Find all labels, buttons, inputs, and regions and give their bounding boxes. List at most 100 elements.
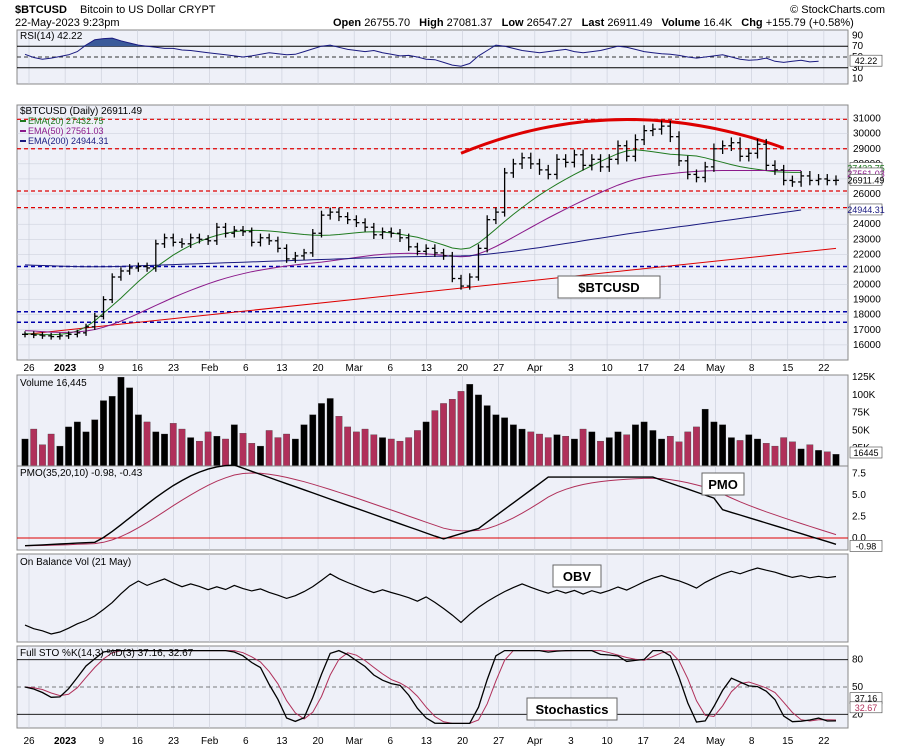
pmo-panel: PMO(35,20,10) -0.98, -0.43 7.5 5.0 2.5 0.0-0…	[16, 464, 883, 552]
volume-bar	[222, 438, 229, 467]
rsi-tick: 30	[852, 63, 864, 74]
volume-bar	[65, 426, 72, 467]
last-price-label: 26911.49	[848, 175, 885, 185]
volume-bar	[230, 424, 238, 467]
x-axis-label: 13	[276, 363, 288, 374]
sto-k-line	[24, 649, 837, 725]
volume-bar	[536, 433, 543, 467]
x-axis-label: Apr	[527, 363, 543, 374]
x-axis-label: 6	[388, 736, 394, 747]
x-axis-label: 27	[493, 363, 505, 374]
volume-tick: 125K	[852, 372, 876, 383]
x-axis-label: Feb	[201, 363, 219, 374]
volume-bar	[414, 430, 421, 467]
x-axis-label: Mar	[346, 736, 364, 747]
pmo-tick: 0.0	[852, 533, 866, 544]
volume-bar	[73, 421, 81, 467]
sto-tick: 50	[852, 682, 864, 693]
volume-bar	[728, 437, 735, 467]
volume-bar	[762, 443, 770, 467]
pmo-annotation: PMO	[708, 477, 738, 492]
ema-line	[24, 209, 802, 268]
obv-annotation-box	[552, 564, 602, 588]
rsi-tick: 10	[852, 74, 864, 85]
volume-bar	[361, 428, 369, 467]
volume-bar	[562, 435, 570, 467]
price-tick: 21000	[853, 264, 881, 275]
volume-bar	[265, 430, 273, 467]
volume-bar	[30, 428, 38, 467]
volume-bar	[326, 398, 334, 467]
x-axis-label: May	[706, 736, 725, 747]
legend-label: EMA(20) 27432.75	[28, 116, 104, 126]
legend-label: EMA(200) 24944.31	[28, 136, 109, 146]
volume-bar	[771, 445, 779, 467]
pmo-last-label: -0.98	[856, 541, 877, 551]
volume-bar	[274, 437, 282, 467]
sto-d-last-label-box	[849, 701, 883, 714]
volume-bar	[457, 391, 465, 467]
volume-bar	[239, 433, 247, 467]
watermark: © StockCharts.com	[790, 4, 885, 16]
volume-bar	[213, 435, 221, 467]
price-tick: 18000	[853, 310, 881, 321]
x-axis-label: 10	[602, 736, 614, 747]
sto-tick: 20	[852, 709, 864, 720]
volume-bar	[710, 421, 718, 467]
volume-tick: 50K	[852, 425, 870, 436]
volume-bar	[108, 396, 116, 467]
volume-bar	[291, 438, 299, 467]
volume-tick: 100K	[852, 390, 876, 401]
volume-bar	[91, 419, 99, 467]
x-axis-label: 8	[749, 363, 755, 374]
volume-bar	[196, 440, 203, 467]
x-axis: 26 2023 9 16 23 Feb 6 13 20 Mar 6 13 20 27 Apr 3 10 17 24 M…	[23, 363, 829, 374]
sto-tick: 80	[852, 655, 864, 666]
x-axis-label: May	[706, 363, 725, 374]
sto-annotation: Stochastics	[536, 702, 609, 717]
volume-bar	[257, 445, 264, 467]
volume-bar	[187, 437, 195, 467]
x-axis-label: 22	[818, 363, 830, 374]
obv-annotation: OBV	[563, 569, 592, 584]
x-axis-label: 17	[638, 363, 650, 374]
symbol-name: Bitcoin to US Dollar CRYPT	[80, 4, 216, 16]
volume-bar	[492, 414, 500, 467]
volume-bar	[318, 403, 325, 467]
volume-bar	[370, 434, 378, 467]
volume-bar	[440, 403, 447, 467]
volume-bar	[693, 426, 700, 467]
volume-bar	[422, 421, 430, 467]
x-axis-label: Apr	[527, 736, 543, 747]
x-axis-label: 6	[243, 736, 249, 747]
price-tick: 30000	[853, 129, 881, 140]
volume-bar	[387, 438, 395, 467]
volume-bar	[832, 454, 840, 467]
volume-bar	[649, 430, 657, 467]
volume-bar	[135, 414, 142, 467]
rsi-panel: RSI(14) 42.22907050301042.22	[16, 29, 883, 85]
sto-title: Full STO %K(14,3) %D(3) 37.16, 32.67	[20, 648, 194, 659]
volume-title: Volume 16,445	[20, 378, 87, 389]
volume-bar	[21, 438, 29, 467]
volume-bar	[353, 431, 360, 467]
price-panel: 3100030000290002800027000260002500024000…	[16, 104, 885, 361]
volume-bar	[405, 437, 413, 467]
x-axis-label: 6	[388, 363, 394, 374]
volume-bar	[815, 450, 822, 467]
x-axis-label: 17	[638, 736, 650, 747]
volume-bar	[344, 426, 352, 467]
x-axis-label: 9	[98, 736, 104, 747]
x-axis-label: Mar	[346, 363, 364, 374]
volume-bar	[56, 445, 64, 467]
volume-bar	[666, 435, 674, 467]
volume-bar	[614, 431, 622, 467]
volume-bar	[789, 441, 796, 467]
pmo-tick: 2.5	[852, 512, 866, 523]
volume-bar	[518, 428, 526, 467]
volume-bar	[588, 431, 596, 467]
volume-bar	[475, 394, 482, 467]
volume-bar	[780, 437, 788, 467]
volume-bar	[719, 424, 726, 467]
